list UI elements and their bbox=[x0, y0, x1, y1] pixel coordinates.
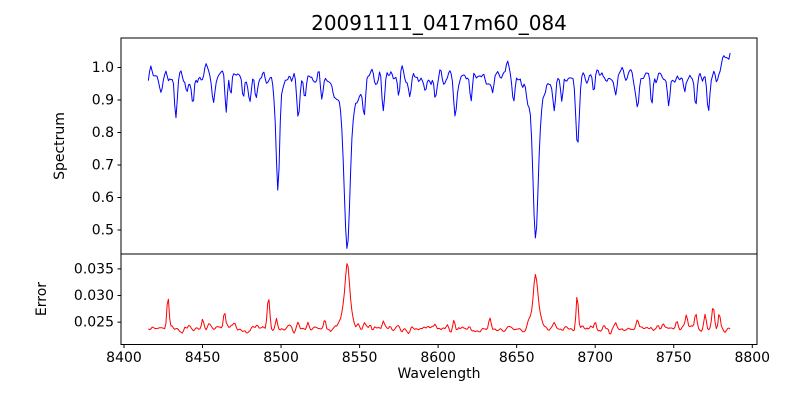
x-tick-label: 8600 bbox=[420, 350, 456, 366]
y-axis-label-error: Error bbox=[34, 282, 50, 316]
x-tick-label: 8400 bbox=[106, 350, 142, 366]
x-tick-label: 8650 bbox=[499, 350, 535, 366]
y-tick-label: 1.0 bbox=[92, 60, 114, 76]
x-tick-label: 8500 bbox=[263, 350, 299, 366]
y-tick-label: 0.7 bbox=[92, 158, 114, 174]
x-tick-label: 8550 bbox=[342, 350, 378, 366]
x-axis-label: Wavelength bbox=[397, 366, 480, 382]
y-tick-label: 0.6 bbox=[92, 190, 114, 206]
ticks-layer: 0.5 0.6 0.7 0.8 0.9 1.0 0.025 0.030 0.035 8400 845… bbox=[74, 60, 770, 366]
error-line bbox=[148, 263, 731, 335]
panel-1-frame bbox=[120, 253, 758, 345]
x-tick-label: 8450 bbox=[185, 350, 221, 366]
chart-title: 20091111_0417m60_084 bbox=[311, 11, 567, 35]
y-tick-label: 0.5 bbox=[92, 223, 114, 239]
y-tick-label: 0.8 bbox=[92, 125, 114, 141]
series-layer bbox=[147, 52, 731, 335]
y-axis-label-spectrum: Spectrum bbox=[52, 112, 68, 180]
y-tick-label: 0.9 bbox=[92, 93, 114, 109]
axes-layer bbox=[120, 37, 758, 345]
x-tick-label: 8750 bbox=[656, 350, 692, 366]
x-tick-label: 8800 bbox=[734, 350, 770, 366]
x-tick-label: 8700 bbox=[577, 350, 613, 366]
y-tick-label: 0.030 bbox=[74, 288, 114, 304]
y-tick-label: 0.025 bbox=[74, 315, 114, 331]
y-tick-label: 0.035 bbox=[74, 261, 114, 277]
spectrum-line bbox=[147, 52, 731, 249]
